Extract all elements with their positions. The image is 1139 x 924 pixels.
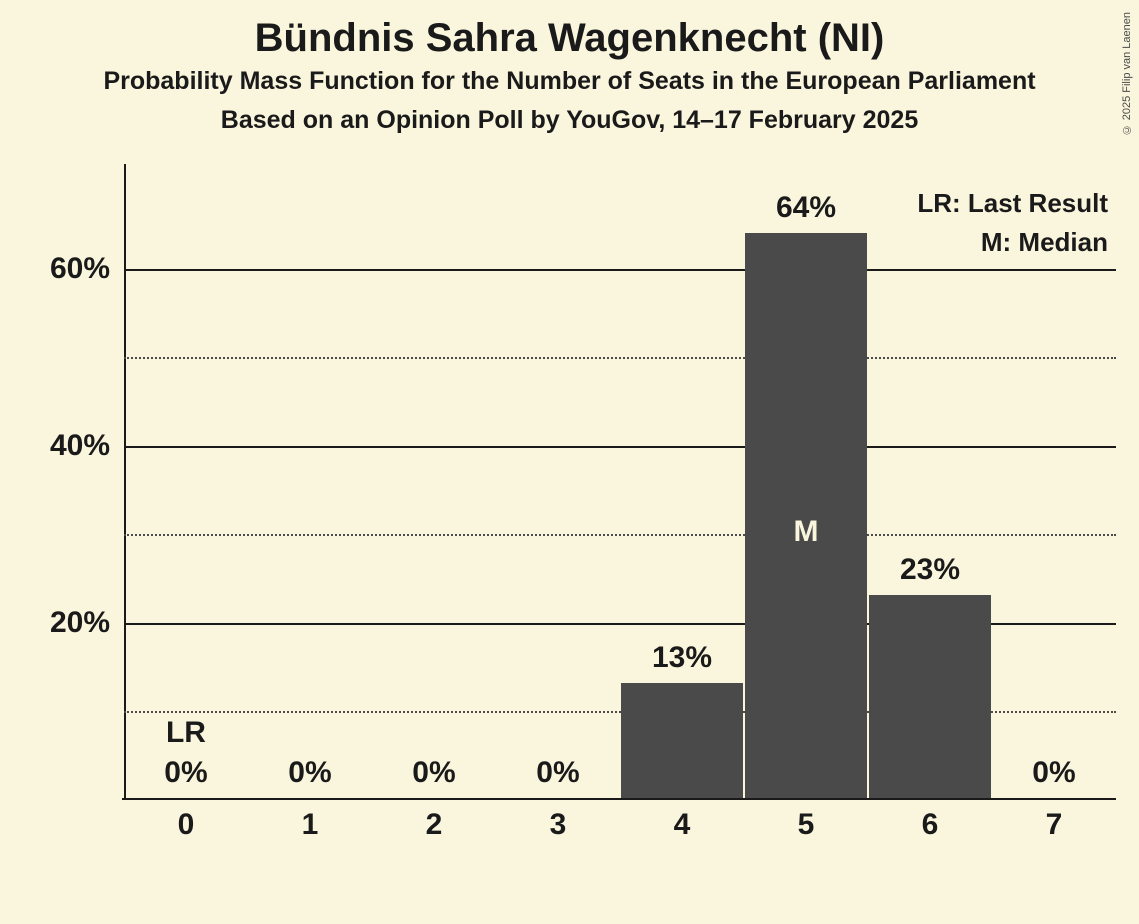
bar-value-label: 0% (536, 756, 579, 790)
bar-slot: 0% (497, 180, 619, 798)
bar-slot: 23% (869, 180, 991, 798)
bar-slot: 13% (621, 180, 743, 798)
legend-m: M: Median (917, 223, 1108, 262)
bar-value-label: 0% (412, 756, 455, 790)
x-tick-label: 3 (550, 808, 567, 842)
x-tick-label: 6 (922, 808, 939, 842)
bar (621, 683, 743, 798)
chart-subtitle-2: Based on an Opinion Poll by YouGov, 14–1… (0, 106, 1139, 135)
bar-slot: 0% LR (125, 180, 247, 798)
x-tick-label: 5 (798, 808, 815, 842)
x-tick-label: 0 (178, 808, 195, 842)
copyright-notice: © 2025 Filip van Laenen (1121, 12, 1133, 135)
bar-value-label: 64% (776, 191, 836, 225)
bar-slot: 0% (249, 180, 371, 798)
y-tick-label: 20% (50, 606, 124, 640)
bar-value-label: 0% (164, 756, 207, 790)
legend-lr: LR: Last Result (917, 184, 1108, 223)
y-tick-label: 60% (50, 252, 124, 286)
chart-container: 20%40%60% 0%LR0%0%0%13%64%M23%0% 0123456… (64, 180, 1116, 860)
bar-value-label: 23% (900, 553, 960, 587)
x-tick-label: 1 (302, 808, 319, 842)
bar-value-label: 13% (652, 641, 712, 675)
bar-slot: 0% (993, 180, 1115, 798)
bar-slot: 0% (373, 180, 495, 798)
x-tick-label: 2 (426, 808, 443, 842)
bar (869, 595, 991, 798)
bar-marker: LR (166, 716, 206, 750)
bar-value-label: 0% (288, 756, 331, 790)
bar-value-label: 0% (1032, 756, 1075, 790)
bar-marker: M (793, 515, 818, 549)
chart-subtitle-1: Probability Mass Function for the Number… (0, 67, 1139, 96)
y-tick-label: 40% (50, 429, 124, 463)
x-tick-label: 7 (1046, 808, 1063, 842)
plot-area: 20%40%60% 0%LR0%0%0%13%64%M23%0% 0123456… (124, 180, 1116, 800)
x-tick-label: 4 (674, 808, 691, 842)
x-axis (122, 798, 1116, 800)
chart-title: Bündnis Sahra Wagenknecht (NI) (0, 16, 1139, 61)
legend: LR: Last Result M: Median (917, 184, 1108, 262)
bar-slot: 64% M (745, 180, 867, 798)
